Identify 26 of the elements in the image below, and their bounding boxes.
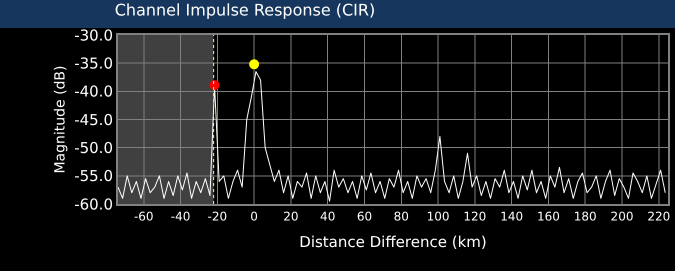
y-tick-label: -55.0 bbox=[74, 167, 113, 186]
x-tick-label: 180 bbox=[574, 209, 597, 224]
line-series bbox=[118, 71, 666, 202]
chart-title: Channel Impulse Response (CIR) bbox=[114, 0, 376, 20]
x-tick-label: 0 bbox=[250, 209, 258, 224]
x-tick-label: 40 bbox=[320, 209, 336, 224]
x-tick-label: 200 bbox=[610, 209, 634, 224]
x-tick-label: -40 bbox=[170, 209, 190, 224]
y-tick-label: -40.0 bbox=[74, 82, 113, 101]
y-tick-label: -60.0 bbox=[74, 195, 113, 214]
y-tick-label: -30.0 bbox=[74, 26, 113, 44]
y-axis-title: Magnitude (dB) bbox=[52, 65, 68, 174]
x-axis-title: Distance Difference (km) bbox=[299, 232, 487, 251]
x-tick-label: -60 bbox=[134, 209, 154, 224]
y-tick-label: -45.0 bbox=[74, 110, 113, 129]
y-tick-label: -35.0 bbox=[74, 54, 113, 72]
x-tick-label: 140 bbox=[500, 209, 524, 224]
x-tick-label: -20 bbox=[208, 209, 228, 224]
x-tick-label: 220 bbox=[647, 209, 670, 224]
y-tick-label: -50.0 bbox=[74, 138, 113, 157]
x-tick-label: 80 bbox=[394, 209, 409, 224]
x-tick-label: 20 bbox=[283, 209, 299, 224]
x-tick-label: 160 bbox=[536, 209, 560, 224]
x-tick-label: 120 bbox=[463, 209, 486, 224]
x-tick-label: 60 bbox=[356, 209, 372, 224]
x-tick-label: 100 bbox=[426, 209, 450, 224]
